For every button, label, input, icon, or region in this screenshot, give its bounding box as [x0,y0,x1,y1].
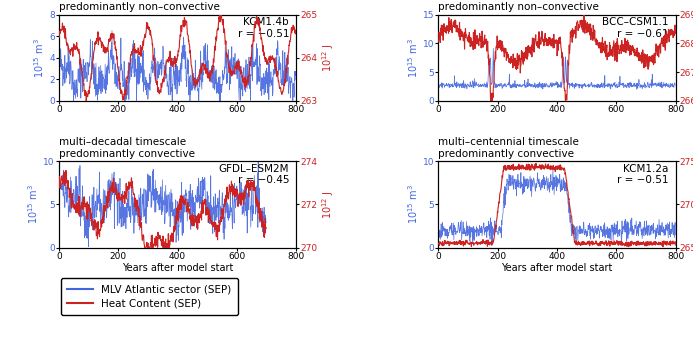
Y-axis label: $10^{15}$ m$^3$: $10^{15}$ m$^3$ [406,38,420,78]
Text: KCM1.4b
r = −0.51: KCM1.4b r = −0.51 [238,17,289,39]
Y-axis label: $10^{12}$ J: $10^{12}$ J [320,43,336,72]
Y-axis label: $10^{12}$ J: $10^{12}$ J [320,190,336,219]
Text: KCM1.2a
r = −0.51: KCM1.2a r = −0.51 [617,164,669,185]
Text: multi–centennial timescale
predominantly convective: multi–centennial timescale predominantly… [439,138,579,159]
Text: multi–decadal timescale
predominantly non–convective: multi–decadal timescale predominantly no… [59,0,220,12]
X-axis label: Years after model start: Years after model start [122,264,234,273]
Text: multi–centennial timescale
predominantly non–convective: multi–centennial timescale predominantly… [439,0,599,12]
Text: multi–decadal timescale
predominantly convective: multi–decadal timescale predominantly co… [59,138,195,159]
X-axis label: Years after model start: Years after model start [501,264,613,273]
Legend: MLV Atlantic sector (SEP), Heat Content (SEP): MLV Atlantic sector (SEP), Heat Content … [61,278,238,315]
Y-axis label: $10^{15}$ m$^3$: $10^{15}$ m$^3$ [406,185,420,224]
Text: GFDL–ESM2M
r = −0.45: GFDL–ESM2M r = −0.45 [218,164,289,185]
Text: BCC–CSM1.1
r = −0.61: BCC–CSM1.1 r = −0.61 [602,17,669,39]
Y-axis label: $10^{15}$ m$^3$: $10^{15}$ m$^3$ [26,185,40,224]
Y-axis label: $10^{15}$ m$^3$: $10^{15}$ m$^3$ [33,38,46,78]
